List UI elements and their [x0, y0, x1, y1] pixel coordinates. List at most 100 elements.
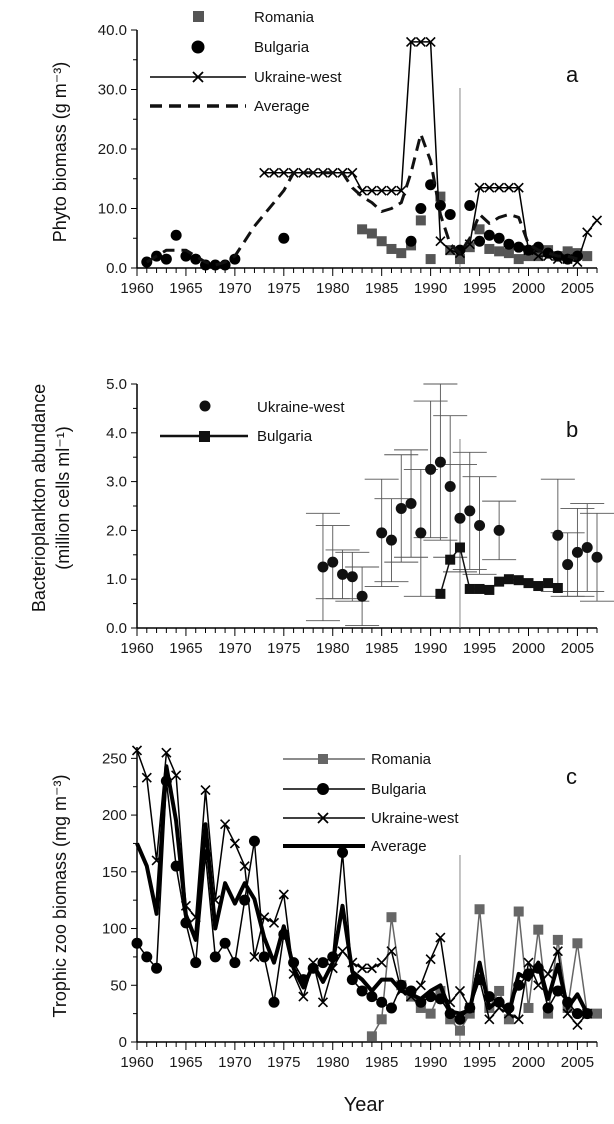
- y-tick-label: 200: [102, 807, 127, 824]
- x-tick-label: 1975: [267, 1054, 300, 1071]
- data-point-circle: [141, 951, 153, 963]
- x-tick-label: 1970: [218, 640, 251, 657]
- data-point-square: [503, 248, 514, 259]
- series-bulgaria: [435, 542, 563, 599]
- data-point-x: [386, 185, 397, 196]
- y-tick-label: 250: [102, 750, 127, 767]
- panel-a: 1960 1965 1970 1975 1980 1985 1990 1995 2000 2005…: [50, 9, 603, 297]
- data-point-circle: [405, 235, 417, 247]
- data-point-x: [415, 980, 426, 991]
- x-tick-label: 1985: [365, 1054, 398, 1071]
- x-tick-label: 1980: [316, 280, 349, 297]
- data-point-square: [523, 578, 534, 589]
- data-point-circle: [219, 937, 231, 949]
- data-point-circle: [425, 463, 437, 475]
- data-point-x: [454, 985, 466, 997]
- data-point-circle: [327, 556, 339, 568]
- data-point-square: [513, 906, 524, 917]
- x-tick-label: 2005: [561, 640, 594, 657]
- data-point-square: [533, 581, 544, 592]
- x-tick-label: 1975: [267, 640, 300, 657]
- data-point-x: [552, 946, 563, 957]
- data-point-square: [513, 575, 524, 586]
- legend-label-ukraine-west: Ukraine-west: [254, 69, 342, 86]
- data-point-square: [523, 251, 534, 262]
- data-point-square: [376, 236, 387, 247]
- panel-b-plot: 1960 1965 1970 1975 1980 1985 1990 1995 2000 2005…: [106, 376, 614, 657]
- data-point-circle: [160, 253, 172, 265]
- data-point-x: [425, 36, 436, 47]
- x-tick-label: 1960: [120, 1054, 153, 1071]
- data-point-x: [229, 838, 240, 849]
- data-point-x: [347, 167, 358, 178]
- legend-marker-romania: [318, 754, 328, 764]
- legend-label-average: Average: [371, 838, 427, 855]
- data-point-circle: [356, 590, 368, 602]
- legend-label-bulgaria: Bulgaria: [257, 428, 313, 445]
- x-tick-label: 1965: [169, 640, 202, 657]
- data-point-x: [200, 785, 211, 796]
- data-point-x: [171, 770, 182, 781]
- data-point-circle: [552, 985, 564, 997]
- y-tick-label: 40.0: [98, 22, 127, 39]
- data-point-x: [268, 917, 280, 928]
- data-point-circle: [552, 529, 564, 541]
- data-point-square: [366, 228, 377, 239]
- legend-marker-bulgaria: [317, 783, 329, 795]
- legend-label-romania: Romania: [254, 9, 315, 26]
- data-point-x: [415, 36, 426, 47]
- data-point-x: [278, 167, 289, 178]
- y-tick-label: 1.0: [106, 571, 127, 588]
- legend-marker-ukraine-west: [192, 71, 204, 83]
- data-point-square: [366, 1031, 377, 1042]
- data-point-square: [376, 1014, 387, 1025]
- data-point-square: [454, 542, 465, 553]
- series-ukraine-west: [305, 383, 614, 627]
- data-point-circle: [229, 957, 241, 969]
- data-point-square: [396, 248, 407, 259]
- data-point-circle: [415, 527, 427, 539]
- data-point-x: [376, 957, 387, 968]
- data-point-square: [582, 251, 593, 262]
- data-point-x: [278, 889, 289, 900]
- x-tick-label: 1960: [120, 640, 153, 657]
- legend-label-ukraine-west: Ukraine-west: [371, 810, 459, 827]
- data-point-circle: [346, 974, 358, 986]
- data-point-x: [513, 1014, 524, 1025]
- x-tick-label: 1970: [218, 1054, 251, 1071]
- series-average: [135, 764, 589, 1016]
- data-point-circle: [190, 253, 202, 265]
- data-point-circle: [131, 937, 143, 949]
- x-tick-label: 1980: [316, 1054, 349, 1071]
- data-point-x: [513, 182, 524, 193]
- data-point-square: [562, 246, 573, 257]
- data-point-x: [425, 954, 436, 965]
- data-point-square: [484, 243, 495, 254]
- data-point-x: [503, 182, 514, 193]
- data-point-circle: [454, 512, 466, 524]
- y-tick-label: 0.0: [106, 620, 127, 637]
- y-tick-label: 0.0: [106, 260, 127, 277]
- data-point-x: [317, 997, 329, 1008]
- data-point-circle: [151, 962, 163, 974]
- data-point-circle: [317, 561, 329, 573]
- y-tick-label: 4.0: [106, 425, 127, 442]
- data-point-square: [484, 584, 495, 595]
- legend-marker-bulgaria: [191, 40, 205, 54]
- data-point-square: [592, 1008, 602, 1019]
- data-point-square: [464, 583, 475, 594]
- series-line: [146, 132, 578, 267]
- data-point-square: [494, 576, 505, 587]
- data-point-x: [494, 182, 505, 193]
- data-point-circle: [395, 502, 407, 514]
- data-point-circle: [581, 541, 593, 553]
- data-point-x: [308, 957, 319, 968]
- panel-b-legend: Ukraine-west Bulgaria: [160, 399, 345, 445]
- data-point-x: [141, 772, 152, 783]
- panel-b-ylabel-line2: (million cells ml⁻¹): [53, 426, 73, 570]
- data-point-circle: [474, 235, 486, 247]
- data-point-x: [582, 227, 593, 238]
- data-point-circle: [376, 527, 388, 539]
- data-point-x: [396, 185, 407, 196]
